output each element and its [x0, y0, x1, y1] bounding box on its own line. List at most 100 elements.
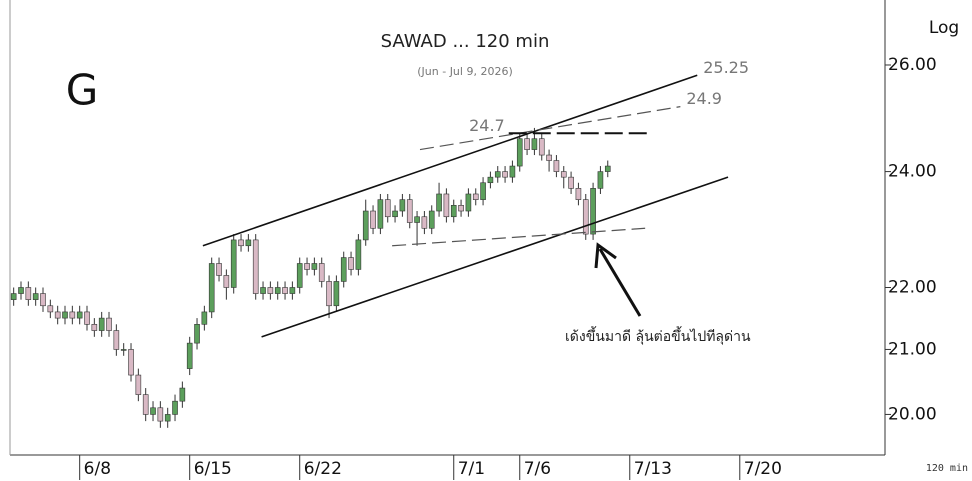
- trendline-label: 24.9: [686, 89, 722, 108]
- x-tick-label: 7/6: [524, 459, 551, 479]
- candle-body: [223, 275, 230, 288]
- candle-body: [428, 210, 435, 229]
- annotation: เด้งขึ้นมาดี ลุ้นต่อขึ้นไปทีลุด่าน: [565, 326, 751, 345]
- candle-body: [509, 165, 516, 178]
- candle-body: [142, 394, 149, 415]
- candle-body: [524, 138, 530, 150]
- candle-body: [355, 239, 362, 270]
- candle-body: [465, 193, 472, 212]
- candle-body: [216, 263, 222, 276]
- candle-body: [421, 216, 428, 229]
- x-tick-label: 7/20: [744, 459, 782, 479]
- trendline: [202, 74, 698, 247]
- candle-body: [377, 199, 384, 229]
- candle-body: [546, 154, 552, 161]
- candle-body: [10, 293, 17, 300]
- x-tick-label: 7/13: [634, 459, 672, 479]
- candle-body: [575, 188, 582, 200]
- candle-body: [135, 374, 142, 395]
- candle-body: [553, 160, 560, 172]
- candle-body: [406, 199, 413, 223]
- candle-body: [582, 199, 589, 235]
- candle-body: [201, 311, 208, 325]
- candle-body: [245, 239, 252, 247]
- candle-body: [494, 171, 501, 178]
- candle-body: [18, 287, 24, 294]
- candle-body: [157, 407, 164, 422]
- candle-body: [172, 400, 178, 415]
- trendline-label: 25.25: [703, 58, 749, 77]
- candle-body: [516, 138, 523, 167]
- candle-body: [531, 138, 538, 150]
- y-tick-label: 20.00: [888, 404, 937, 424]
- candle-body: [450, 205, 457, 218]
- trendline: [261, 176, 729, 338]
- candle-body: [150, 407, 156, 415]
- candle-body: [32, 293, 39, 300]
- candle-body: [597, 171, 604, 189]
- candle-body: [414, 216, 420, 223]
- candle-body: [252, 239, 259, 294]
- candle-body: [370, 210, 376, 229]
- candle-body: [392, 210, 398, 218]
- candle-body: [436, 193, 442, 212]
- candle-body: [568, 176, 574, 189]
- candle-body: [47, 305, 54, 313]
- candle-body: [267, 287, 274, 294]
- arrow-shaft: [598, 248, 642, 317]
- trendline-label: 24.7: [469, 116, 505, 135]
- candle-body: [458, 205, 464, 212]
- candle-body: [318, 263, 325, 282]
- candle-body: [98, 317, 105, 331]
- candle-body: [208, 263, 215, 313]
- candle-body: [282, 287, 288, 294]
- candle-body: [194, 324, 200, 344]
- trendline: [419, 106, 681, 151]
- candle-body: [333, 281, 340, 307]
- scale-label: Log: [929, 18, 959, 38]
- candle-body: [289, 287, 296, 294]
- corner-label: G: [66, 66, 99, 115]
- chart-subtitle: (Jun - Jul 9, 2026): [417, 65, 513, 78]
- candle-body: [384, 199, 391, 218]
- candle-body: [128, 349, 134, 376]
- candle-body: [502, 171, 508, 178]
- x-tick-label: 7/1: [458, 459, 485, 479]
- chart-title: SAWAD ... 120 min: [381, 31, 550, 52]
- candle-body: [604, 165, 611, 172]
- candle-body: [340, 257, 347, 282]
- candle-body: [106, 317, 112, 331]
- candle-body: [311, 263, 318, 270]
- candle-body: [274, 287, 281, 294]
- candle-body: [362, 210, 369, 241]
- candle-body: [40, 293, 46, 307]
- candle-body: [472, 193, 479, 200]
- x-tick-label: 6/8: [84, 459, 111, 479]
- candle-body: [348, 257, 354, 270]
- candle-body: [399, 199, 406, 212]
- candle-body: [230, 239, 237, 288]
- x-tick-label: 6/15: [194, 459, 232, 479]
- trendline: [392, 227, 646, 247]
- y-tick-label: 24.00: [888, 162, 937, 182]
- candle-body: [238, 239, 244, 247]
- candle-body: [560, 171, 567, 178]
- y-tick-label: 21.00: [888, 339, 937, 359]
- candle-body: [62, 311, 68, 319]
- candle-body: [296, 263, 303, 288]
- candle-body: [538, 138, 545, 156]
- candle-body: [304, 263, 310, 270]
- y-tick-label: 22.00: [888, 277, 937, 297]
- candle-body: [326, 281, 332, 307]
- candle-body: [487, 176, 494, 184]
- candle-body: [186, 342, 193, 369]
- candle-body: [25, 287, 32, 300]
- candle-body: [179, 387, 186, 402]
- candle-body: [69, 311, 76, 319]
- candle-body: [54, 311, 61, 319]
- candle-body: [76, 311, 83, 319]
- candle-body: [260, 287, 266, 294]
- candle-body: [120, 349, 127, 351]
- interval-label: 120 min: [926, 463, 968, 474]
